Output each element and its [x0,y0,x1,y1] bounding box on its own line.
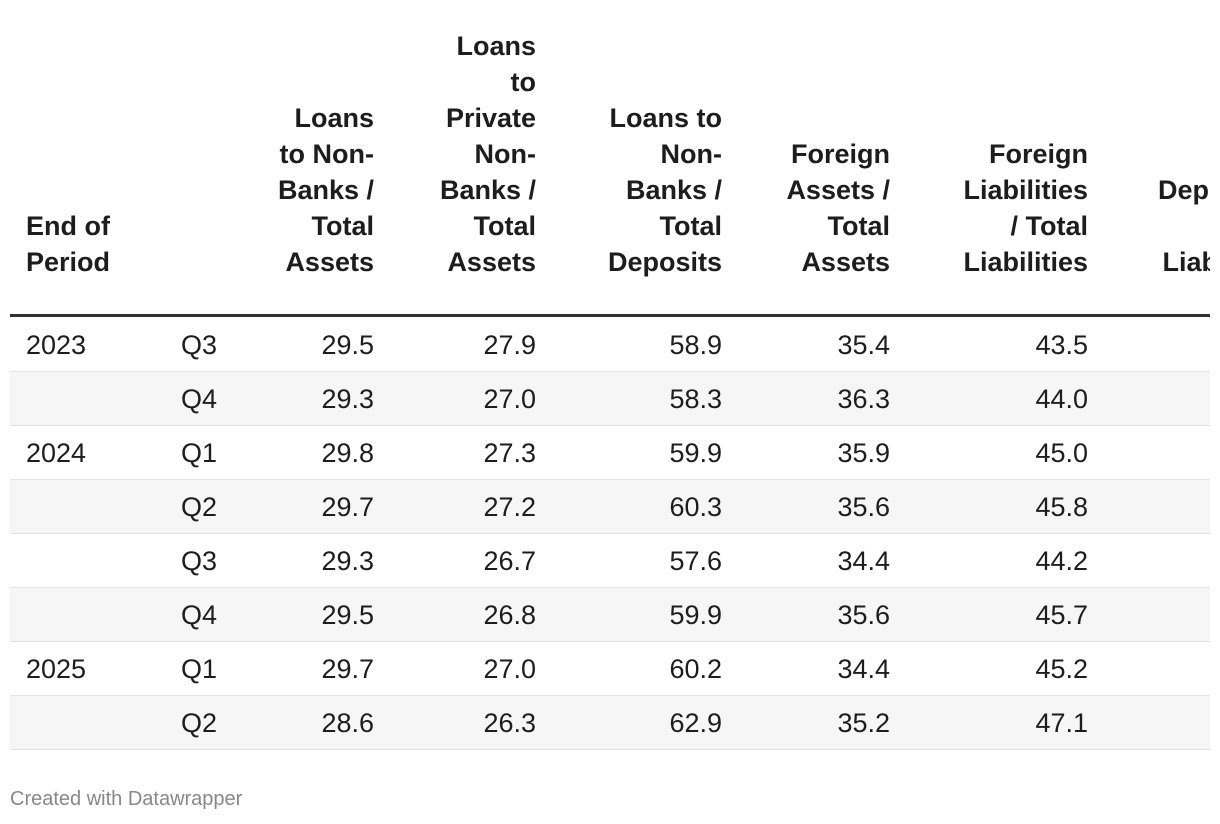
table-cell: 29.8 [321,438,374,468]
table-cell: 43.5 [1035,330,1088,360]
column-header: Foreign Assets / Total Assets [786,139,890,277]
table-cell: 45.7 [1035,600,1088,630]
table-cell: 45.8 [1035,492,1088,522]
table-cell: 36.3 [837,384,890,414]
table-cell: 47.1 [1035,708,1088,738]
column-header: End of Period [26,211,111,277]
footer: Created with Datawrapper [10,788,243,810]
table-cell: Q1 [181,438,218,468]
table-cell: 2025 [26,654,87,684]
table-cell: 59.9 [669,438,722,468]
table-cell: 58.9 [669,330,722,360]
table-cell: 26.8 [483,600,536,630]
table-cell: 27.0 [483,654,536,684]
table-cell: 26.3 [483,708,536,738]
table-cell: 29.3 [321,384,374,414]
table-cell: 2024 [26,438,87,468]
table-row: Q4 29.5 26.8 59.9 35.6 45.7 [10,588,1210,642]
table-cell: 35.2 [837,708,890,738]
table-cell: Q3 [181,330,218,360]
table-cell: 34.4 [837,654,890,684]
table-row: Q2 29.7 27.2 60.3 35.6 45.8 [10,480,1210,534]
table-cell: 35.6 [837,600,890,630]
table-cell: 27.9 [483,330,536,360]
table-cell: 29.7 [321,654,374,684]
table: End of Period Loans to Non-Banks / Total … [10,0,1210,760]
table-row: Q3 29.3 26.7 57.6 34.4 44.2 [10,534,1210,588]
table-cell: 58.3 [669,384,722,414]
table-row: 2025 Q1 29.7 27.0 60.2 34.4 45.2 [10,642,1210,696]
table-cell: Q4 [181,384,218,414]
column-header: Deposits / Total Liabilities [1157,175,1210,277]
table-cell: 27.0 [483,384,536,414]
table-cell: 27.2 [483,492,536,522]
table-cell: 57.6 [669,546,722,576]
table-cell: 45.0 [1035,438,1088,468]
column-header: Foreign Liabilities / Total Liabilities [963,139,1088,277]
table-cell: 28.6 [321,708,374,738]
table-cell: 27.3 [483,438,536,468]
table-row: Q4 29.3 27.0 58.3 36.3 44.0 [10,372,1210,426]
table-cell: Q4 [181,600,218,630]
table-cell: 29.5 [321,330,374,360]
table-cell: Q2 [181,492,218,522]
table-cell: 45.2 [1035,654,1088,684]
column-header: Loans to Non-Banks / Total Assets [277,103,374,277]
table-cell: 59.9 [669,600,722,630]
column-header: Loans to Private Non-Banks / Total Asset… [439,31,536,277]
table-cell: 26.7 [483,546,536,576]
table-cell: Q3 [181,546,218,576]
table-cell: 29.5 [321,600,374,630]
table-cell: 62.9 [669,708,722,738]
table-cell: 35.6 [837,492,890,522]
table-cell: Q2 [181,708,218,738]
table-cell: 29.3 [321,546,374,576]
column-header: Loans to Non-Banks / Total Deposits [607,103,722,277]
table-row: Q2 28.6 26.3 62.9 35.2 47.1 [10,696,1210,750]
table-cell: 2023 [26,330,87,360]
table-cell: 60.3 [669,492,722,522]
table-cell: 35.9 [837,438,890,468]
table-cell: 44.0 [1035,384,1088,414]
table-cell: 29.7 [321,492,374,522]
table-cell: Q1 [181,654,218,684]
table-cell: 44.2 [1035,546,1088,576]
header-rule [10,314,1210,317]
table-cell: 35.4 [837,330,890,360]
table-cell: 60.2 [669,654,722,684]
table-row: 2023 Q3 29.5 27.9 58.9 35.4 43.5 [10,318,1210,372]
table-row: 2024 Q1 29.8 27.3 59.9 35.9 45.0 [10,426,1210,480]
table-cell: 34.4 [837,546,890,576]
table-header: End of Period Loans to Non-Banks / Total … [10,0,1210,300]
